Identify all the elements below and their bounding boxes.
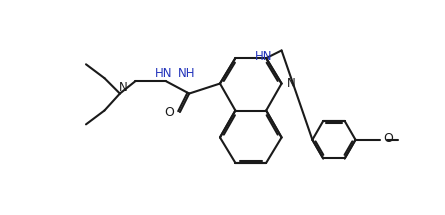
Text: HN: HN [155, 67, 173, 80]
Text: N: N [119, 81, 128, 94]
Text: O: O [165, 106, 174, 118]
Text: NH: NH [178, 67, 196, 80]
Text: N: N [287, 77, 296, 90]
Text: O: O [383, 132, 393, 146]
Text: HN: HN [255, 50, 272, 63]
